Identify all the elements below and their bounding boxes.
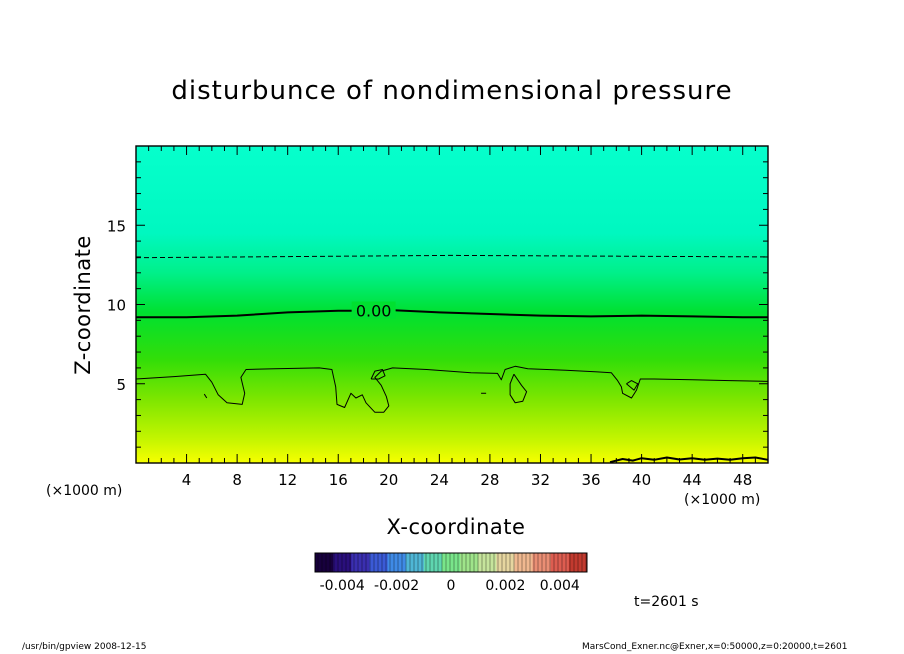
colorbar-segment: [351, 553, 370, 572]
x-axis-label: X-coordinate: [386, 515, 526, 539]
colorbar-tick-label: -0.002: [374, 578, 419, 594]
x-tick-label: 4: [182, 471, 192, 489]
colorbar-segment: [333, 553, 352, 572]
contour-label-bg: [351, 301, 396, 319]
colorbar-tick-label: -0.004: [320, 578, 365, 594]
colorbar-segment: [441, 553, 461, 572]
x-tick-label: 44: [683, 471, 702, 489]
contour-line: [136, 309, 768, 319]
x-tick-label: 28: [480, 471, 499, 489]
colorbar-segment: [460, 553, 479, 572]
colorbar-tick-label: 0: [447, 578, 456, 594]
contour-line: [609, 456, 769, 464]
x-tick-label: 12: [278, 471, 297, 489]
colorbar-segment: [387, 553, 407, 572]
colorbar-segment: [568, 553, 588, 572]
colorbar-segment: [550, 553, 570, 572]
heatmap-field: [136, 146, 768, 463]
contour-label: 0.00: [356, 302, 392, 321]
axis-ticks: [136, 146, 768, 463]
footer-command: /usr/bin/gpview 2008-12-15: [22, 642, 147, 652]
colorbar-tick-label: 0.002: [485, 578, 525, 594]
x-unit-label-left: (×1000 m): [46, 483, 123, 499]
x-tick-label: 36: [581, 471, 600, 489]
contour-dashed: [135, 254, 769, 259]
time-annotation: t=2601 s: [634, 594, 699, 610]
x-tick-label: 16: [329, 471, 348, 489]
colorbar-segment: [514, 553, 534, 572]
colorbar-frame: [314, 552, 588, 573]
contour-line: [370, 369, 386, 380]
colorbar-segment: [478, 553, 497, 572]
x-tick-label: 24: [430, 471, 449, 489]
colorbar-segment: [496, 553, 515, 572]
colorbar-segment: [405, 553, 425, 572]
colorbar-tick-label: 0.004: [540, 578, 580, 594]
contour-lines: 0.00: [135, 254, 769, 464]
contour-line: [135, 365, 769, 413]
x-tick-label: 8: [232, 471, 242, 489]
contour-line: [626, 380, 639, 391]
colorbar-segment: [369, 553, 389, 572]
y-axis-label: Z-coordinate: [71, 235, 95, 375]
colorbar: -0.004 -0.002 0 0.002 0.004: [314, 552, 588, 594]
y-tick-label: 10: [107, 297, 126, 315]
x-unit-label-right: (×1000 m): [684, 492, 761, 508]
y-tick-label: 5: [116, 376, 126, 394]
y-tick-label: 15: [107, 217, 126, 235]
contour-line: [509, 373, 528, 404]
colorbar-segment: [423, 553, 443, 572]
chart-title: disturbunce of nondimensional pressure: [171, 76, 733, 106]
x-tick-label: 32: [531, 471, 550, 489]
colorbar-segment: [315, 553, 334, 572]
colorbar-segment: [532, 553, 552, 572]
x-tick-label: 48: [733, 471, 752, 489]
contour-fragment: [203, 393, 208, 399]
footer-source: MarsCond_Exner.nc@Exner,x=0:50000,z=0:20…: [582, 642, 848, 652]
x-tick-label: 20: [379, 471, 398, 489]
x-tick-label: 40: [632, 471, 651, 489]
